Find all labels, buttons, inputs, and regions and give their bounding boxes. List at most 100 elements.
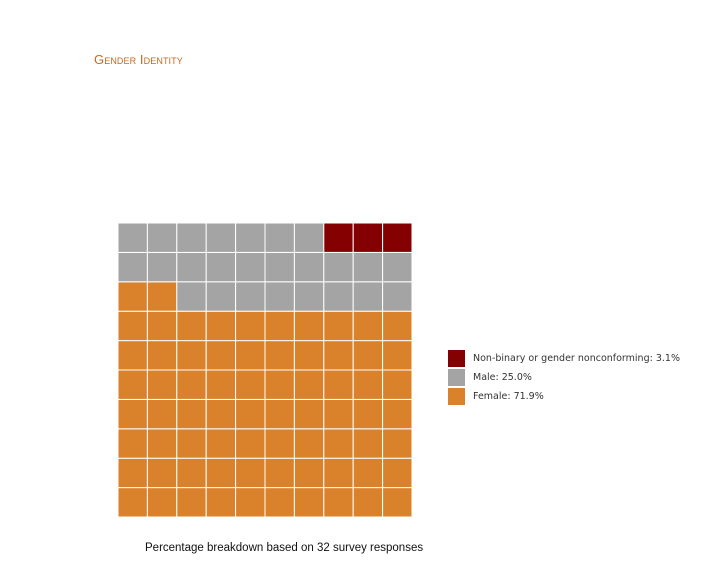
- waffle-cell-female: [205, 457, 237, 489]
- waffle-cell-female: [323, 398, 354, 430]
- waffle-cell-female: [146, 428, 178, 459]
- waffle-cell-male: [176, 281, 207, 312]
- waffle-cell-female: [293, 428, 325, 459]
- waffle-cell-female: [293, 457, 325, 489]
- waffle-cell-female: [117, 281, 148, 312]
- waffle-cell-male: [176, 222, 207, 253]
- waffle-cell-female: [176, 369, 207, 400]
- waffle-cell-female: [382, 340, 413, 371]
- waffle-cell-female: [264, 398, 295, 430]
- waffle-cell-female: [117, 310, 148, 342]
- waffle-cells: [117, 222, 413, 518]
- waffle-cell-female: [382, 428, 413, 459]
- waffle-cell-female: [264, 369, 295, 400]
- waffle-cell-female: [146, 310, 178, 342]
- waffle-cell-female: [235, 428, 266, 459]
- waffle-cell-male: [264, 281, 295, 312]
- waffle-cell-female: [205, 428, 237, 459]
- waffle-cell-female: [146, 487, 178, 518]
- waffle-cell-male: [293, 281, 325, 312]
- waffle-cell-female: [264, 340, 295, 371]
- legend-label-male: Male: 25.0%: [473, 371, 532, 383]
- waffle-cell-female: [205, 369, 237, 400]
- waffle-cell-female: [264, 457, 295, 489]
- waffle-cell-female: [293, 487, 325, 518]
- waffle-cell-male: [264, 222, 295, 253]
- waffle-cell-female: [382, 369, 413, 400]
- waffle-cell-female: [117, 398, 148, 430]
- waffle-cell-female: [235, 310, 266, 342]
- waffle-cell-female: [352, 398, 384, 430]
- waffle-cell-female: [352, 457, 384, 489]
- waffle-cell-female: [176, 457, 207, 489]
- waffle-cell-female: [293, 310, 325, 342]
- waffle-cell-female: [146, 369, 178, 400]
- legend-swatch-nonbinary: [448, 349, 465, 367]
- waffle-cell-female: [117, 457, 148, 489]
- legend-label-female: Female: 71.9%: [473, 390, 544, 402]
- waffle-cell-female: [352, 487, 384, 518]
- waffle-cell-female: [117, 428, 148, 459]
- waffle-cell-female: [323, 340, 354, 371]
- legend-swatch-male: [448, 368, 465, 386]
- waffle-cell-female: [323, 428, 354, 459]
- waffle-cell-female: [205, 398, 237, 430]
- waffle-cell-female: [293, 398, 325, 430]
- waffle-cell-female: [235, 398, 266, 430]
- waffle-cell-female: [323, 487, 354, 518]
- waffle-cell-female: [235, 487, 266, 518]
- waffle-cell-female: [176, 310, 207, 342]
- waffle-cell-female: [352, 310, 384, 342]
- waffle-cell-male: [382, 281, 413, 312]
- waffle-cell-male: [205, 251, 237, 283]
- waffle-cell-female: [382, 310, 413, 342]
- waffle-cell-male: [176, 251, 207, 283]
- waffle-cell-male: [323, 281, 354, 312]
- waffle-cell-female: [323, 457, 354, 489]
- waffle-cell-male: [235, 281, 266, 312]
- waffle-cell-female: [176, 428, 207, 459]
- waffle-cell-male: [205, 281, 237, 312]
- waffle-cell-male: [146, 251, 178, 283]
- legend-label-nonbinary: Non-binary or gender nonconforming: 3.1%: [473, 352, 680, 364]
- waffle-cell-male: [382, 251, 413, 283]
- waffle-cell-female: [146, 281, 178, 312]
- waffle-cell-female: [235, 369, 266, 400]
- waffle-cell-female: [323, 369, 354, 400]
- waffle-cell-female: [382, 398, 413, 430]
- waffle-cell-male: [293, 251, 325, 283]
- waffle-cell-female: [117, 487, 148, 518]
- waffle-cell-female: [352, 340, 384, 371]
- legend-swatch-female: [448, 387, 465, 405]
- waffle-cell-male: [146, 222, 178, 253]
- waffle-cell-male: [352, 281, 384, 312]
- legend-item-nonbinary: Non-binary or gender nonconforming: 3.1%: [448, 349, 680, 367]
- waffle-cell-female: [235, 457, 266, 489]
- waffle-cell-female: [205, 487, 237, 518]
- waffle-cell-female: [146, 398, 178, 430]
- legend-item-female: Female: 71.9%: [448, 387, 680, 405]
- waffle-cell-female: [176, 487, 207, 518]
- chart-caption: Percentage breakdown based on 32 survey …: [145, 542, 424, 554]
- waffle-cell-female: [176, 340, 207, 371]
- waffle-cell-male: [235, 222, 266, 253]
- waffle-cell-male: [264, 251, 295, 283]
- legend: Non-binary or gender nonconforming: 3.1%…: [448, 349, 680, 407]
- waffle-cell-female: [382, 487, 413, 518]
- waffle-cell-male: [352, 251, 384, 283]
- waffle-cell-female: [264, 487, 295, 518]
- page-title: Gender Identity: [94, 52, 183, 67]
- waffle-cell-female: [264, 310, 295, 342]
- waffle-cell-male: [323, 251, 354, 283]
- waffle-cell-female: [323, 310, 354, 342]
- waffle-cell-nonbinary: [323, 222, 354, 253]
- waffle-cell-female: [146, 340, 178, 371]
- waffle-cell-female: [117, 340, 148, 371]
- waffle-cell-female: [205, 310, 237, 342]
- waffle-cell-male: [117, 251, 148, 283]
- waffle-cell-female: [264, 428, 295, 459]
- waffle-cell-nonbinary: [352, 222, 384, 253]
- waffle-cell-female: [146, 457, 178, 489]
- waffle-cell-male: [293, 222, 325, 253]
